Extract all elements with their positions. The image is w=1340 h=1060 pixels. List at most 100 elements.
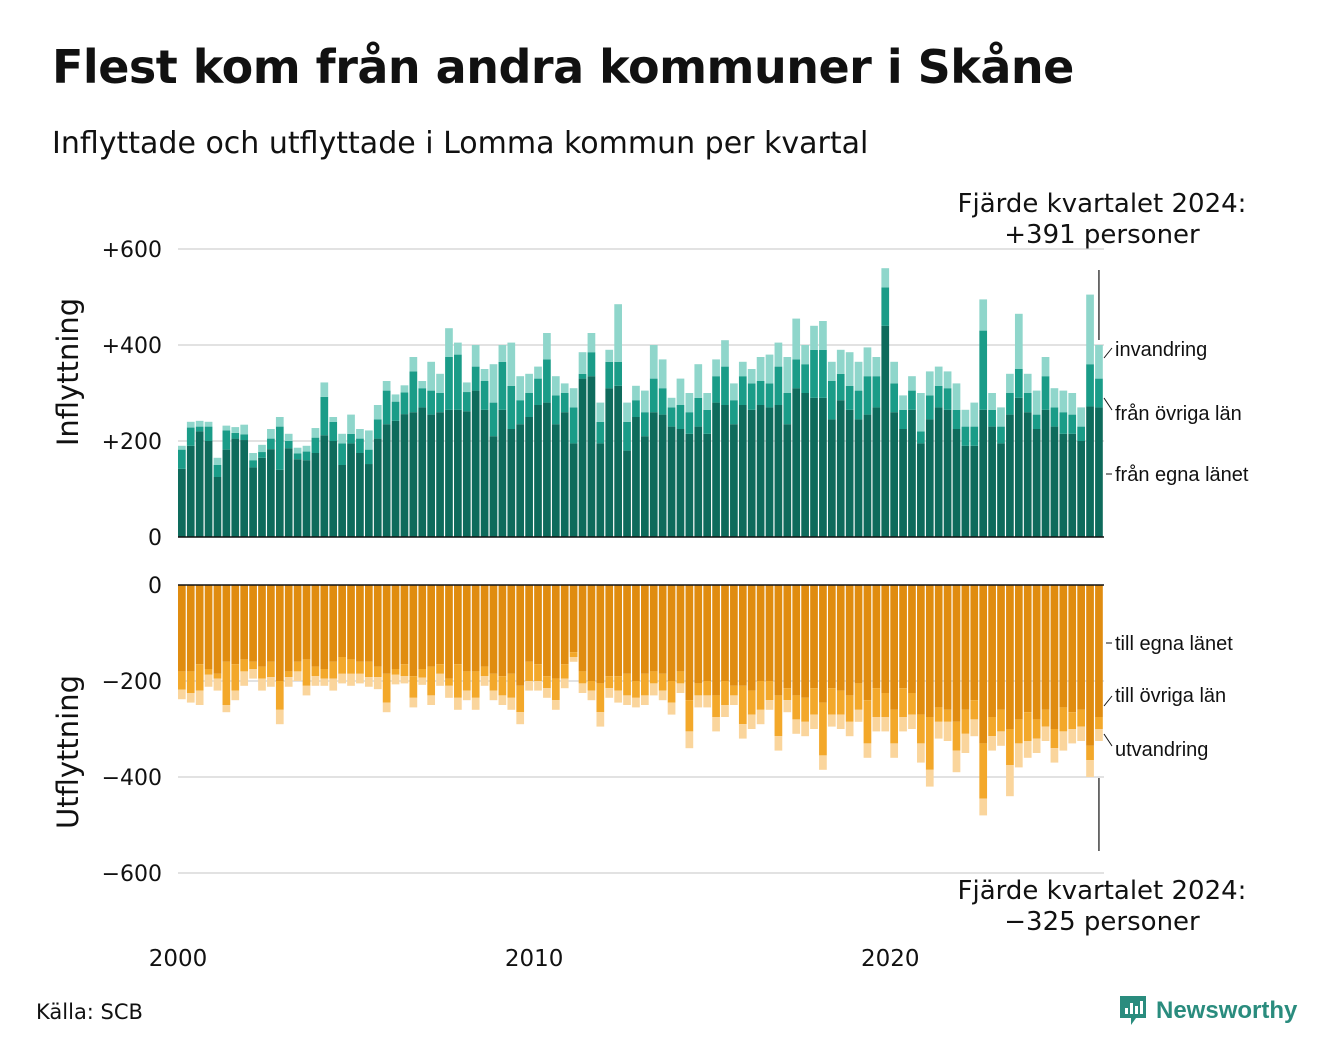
outflow-bar-1 xyxy=(774,585,783,696)
outflow-bar-1 xyxy=(605,585,614,677)
outflow-bar-2 xyxy=(1014,719,1023,744)
outflow-bar-1 xyxy=(293,585,302,662)
inflow-bar-2 xyxy=(623,421,631,451)
inflow-bar-1 xyxy=(614,385,622,537)
inflow-bar-1 xyxy=(587,376,596,537)
outflow-bar-2 xyxy=(925,717,934,770)
inflow-bar-3 xyxy=(765,354,774,384)
outflow-bar-3 xyxy=(756,709,765,725)
y-tick-label: −600 xyxy=(102,862,162,887)
outflow-bar-1 xyxy=(462,585,471,672)
inflow-bar-1 xyxy=(836,400,845,537)
inflow-bar-1 xyxy=(534,405,542,537)
outflow-bar-3 xyxy=(480,676,489,686)
outflow-bar-2 xyxy=(480,666,489,677)
outflow-bar-2 xyxy=(498,676,507,696)
outflow-bar-3 xyxy=(988,736,996,751)
annotation-inflow-line2: +391 personer xyxy=(1004,220,1200,250)
inflow-bar-1 xyxy=(988,426,996,537)
inflow-bar-1 xyxy=(213,477,222,537)
outflow-bar-2 xyxy=(952,721,961,751)
inflow-bar-3 xyxy=(792,318,801,360)
outflow-bar-1 xyxy=(427,585,436,667)
inflow-bar-1 xyxy=(970,445,979,537)
inflow-bar-2 xyxy=(792,359,801,389)
outflow-bar-3 xyxy=(854,709,863,722)
outflow-bar-2 xyxy=(578,671,587,684)
inflow-bar-1 xyxy=(667,426,676,537)
inflow-bar-1 xyxy=(462,411,471,537)
outflow-bar-3 xyxy=(1095,729,1103,741)
inflow-bar-3 xyxy=(623,402,631,422)
inflow-bar-3 xyxy=(641,390,649,413)
outflow-bar-1 xyxy=(1068,585,1077,713)
outflow-bar-1 xyxy=(890,585,899,710)
outflow-bar-3 xyxy=(302,685,311,696)
outflow-bar-1 xyxy=(747,585,756,691)
outflow-bar-2 xyxy=(489,673,498,691)
outflow-bar-3 xyxy=(507,697,516,710)
outflow-bar-2 xyxy=(801,697,809,722)
outflow-bar-2 xyxy=(703,681,712,696)
outflow-bar-1 xyxy=(863,585,872,701)
inflow-bar-2 xyxy=(970,426,979,446)
inflow-bar-2 xyxy=(1023,393,1032,413)
outflow-bar-1 xyxy=(881,585,890,693)
outflow-bar-1 xyxy=(836,585,845,691)
inflow-bar-3 xyxy=(925,371,934,396)
inflow-bar-3 xyxy=(498,345,507,362)
inflow-bar-3 xyxy=(569,388,578,408)
inflow-bar-2 xyxy=(195,426,204,432)
outflow-bar-1 xyxy=(578,585,587,672)
inflow-bar-1 xyxy=(338,465,346,537)
outflow-bar-2 xyxy=(890,709,899,744)
inflow-bar-1 xyxy=(391,420,400,537)
outflow-bar-1 xyxy=(730,585,738,686)
outflow-bar-2 xyxy=(249,661,257,669)
outflow-bar-2 xyxy=(836,690,845,715)
outflow-bar-1 xyxy=(178,585,186,672)
outflow-bar-2 xyxy=(569,652,578,657)
inflow-bar-3 xyxy=(596,402,605,422)
y-tick-label: −400 xyxy=(102,766,162,791)
inflow-bar-1 xyxy=(195,431,204,537)
outflow-bar-1 xyxy=(302,585,311,660)
inflow-bar-1 xyxy=(783,424,792,537)
outflow-bar-1 xyxy=(489,585,498,674)
outflow-bar-1 xyxy=(267,585,275,662)
outflow-bar-3 xyxy=(267,677,275,687)
inflow-bar-2 xyxy=(1006,393,1014,415)
inflow-bar-1 xyxy=(293,459,302,537)
inflow-bar-3 xyxy=(1014,313,1023,369)
inflow-bar-2 xyxy=(863,376,872,415)
inflow-bar-2 xyxy=(454,354,462,410)
outflow-bar-2 xyxy=(409,676,418,698)
inflow-bar-2 xyxy=(373,419,382,439)
outflow-bar-2 xyxy=(1068,712,1077,729)
inflow-bar-3 xyxy=(445,328,453,357)
inflow-bar-2 xyxy=(302,451,311,461)
inflow-bar-3 xyxy=(436,373,444,393)
inflow-bar-2 xyxy=(810,349,818,398)
outflow-bar-1 xyxy=(213,585,222,674)
inflow-bar-2 xyxy=(605,361,614,389)
inflow-bar-2 xyxy=(641,412,649,437)
inflow-bar-1 xyxy=(249,467,257,537)
outflow-bar-3 xyxy=(240,671,249,686)
inflow-bar-3 xyxy=(222,425,231,431)
inflow-bar-3 xyxy=(783,357,792,393)
outflow-bar-2 xyxy=(400,664,409,677)
inflow-bar-2 xyxy=(917,431,925,444)
outflow-bar-3 xyxy=(1006,765,1014,797)
inflow-bar-3 xyxy=(418,381,427,389)
inflow-bar-3 xyxy=(961,409,970,427)
inflow-bar-1 xyxy=(685,433,694,537)
inflow-bar-1 xyxy=(498,409,507,537)
outflow-bar-3 xyxy=(569,657,578,662)
outflow-bar-1 xyxy=(382,585,391,674)
inflow-bar-1 xyxy=(284,448,293,537)
inflow-bar-3 xyxy=(489,364,498,403)
outflow-bar-3 xyxy=(1014,743,1023,768)
outflow-bar-3 xyxy=(970,719,979,737)
inflow-bar-3 xyxy=(356,429,364,439)
